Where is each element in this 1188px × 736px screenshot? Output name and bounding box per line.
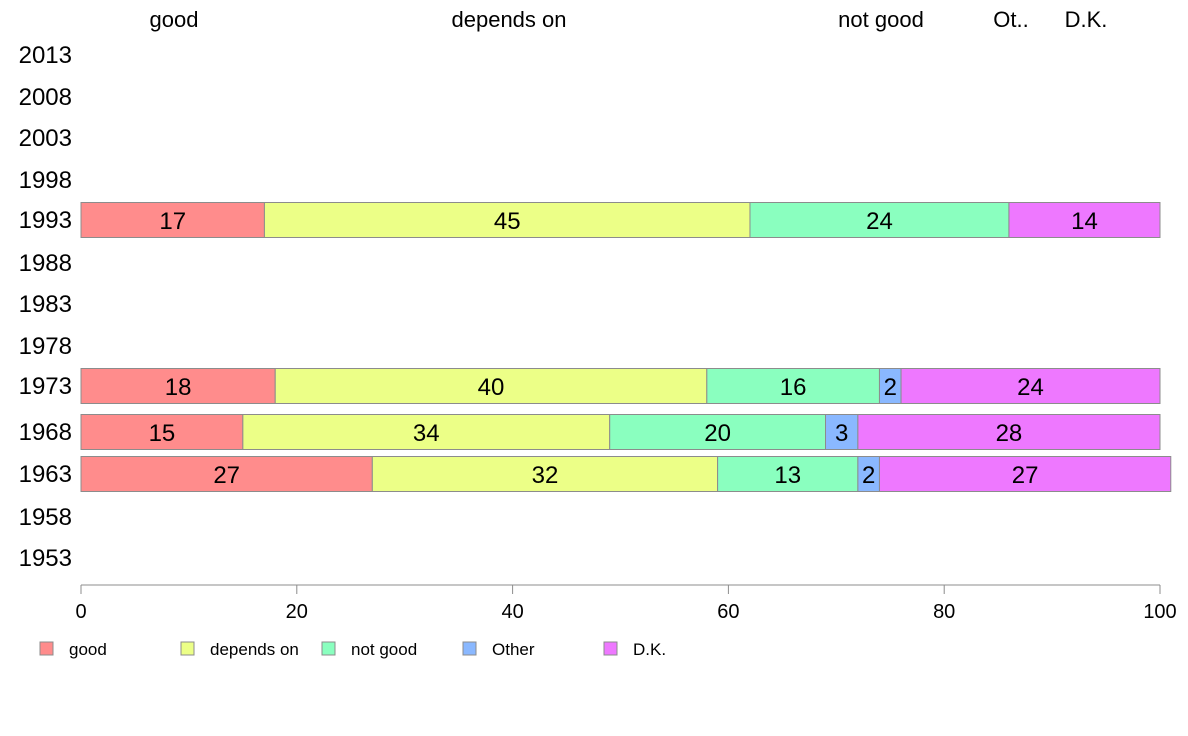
- bar-segment: [242, 414, 611, 450]
- data-label: 13: [774, 462, 801, 489]
- y-tick-label: 2013: [19, 42, 72, 69]
- data-label: 32: [532, 462, 559, 489]
- data-label: 40: [478, 374, 505, 401]
- y-tick-label: 1983: [19, 291, 72, 318]
- bar-segment: [878, 456, 1172, 492]
- data-label: 45: [494, 208, 521, 235]
- data-label: 18: [165, 374, 192, 401]
- top-category-label: not good: [838, 7, 924, 32]
- top-category-label: D.K.: [1065, 7, 1108, 32]
- legend-label: not good: [351, 640, 417, 659]
- y-tick-label: 1968: [19, 419, 72, 446]
- data-label: 24: [866, 208, 893, 235]
- bar-segment: [857, 414, 1161, 450]
- bar-segment: [80, 456, 373, 492]
- y-tick-label: 1953: [19, 545, 72, 572]
- x-tick-label: 40: [501, 601, 523, 623]
- bar-segment: [1008, 202, 1161, 238]
- data-label: 16: [780, 374, 807, 401]
- y-tick-label: 1973: [19, 373, 72, 400]
- y-tick-label: 1958: [19, 504, 72, 531]
- bar-segment: [263, 202, 751, 238]
- data-label: 14: [1071, 208, 1098, 235]
- legend-label: Other: [492, 640, 535, 659]
- legend-label: D.K.: [633, 640, 666, 659]
- y-axis-labels: 2013 2008 2003 1998 1993 1988 1983 1978 1973 1968…: [19, 42, 72, 572]
- legend-swatch: [180, 641, 195, 656]
- data-label: 28: [996, 420, 1023, 447]
- bar-segment: [706, 368, 880, 404]
- legend-swatch: [603, 641, 618, 656]
- data-label: 27: [1012, 462, 1039, 489]
- bar-segment: [274, 368, 708, 404]
- data-label: 2: [862, 462, 875, 489]
- bar-segment: [825, 414, 859, 450]
- data-label: 34: [413, 420, 440, 447]
- data-label: 2: [884, 374, 897, 401]
- x-tick-label: 0: [75, 601, 86, 623]
- x-axis: 0 20 40 60 80 100: [75, 584, 1177, 623]
- y-tick-label: 1988: [19, 250, 72, 277]
- data-label: 27: [213, 462, 240, 489]
- legend-swatch: [321, 641, 336, 656]
- y-tick-label: 1963: [19, 461, 72, 488]
- bar-segment: [80, 414, 244, 450]
- bar-segment: [749, 202, 1010, 238]
- data-label: 15: [149, 420, 176, 447]
- top-labels: good depends on not good Ot.. D.K.: [150, 7, 1108, 32]
- data-label: 20: [704, 420, 731, 447]
- y-tick-label: 1993: [19, 207, 72, 234]
- legend-swatch: [39, 641, 54, 656]
- bar-segment: [371, 456, 719, 492]
- bar-segment: [609, 414, 827, 450]
- y-tick-label: 1998: [19, 167, 72, 194]
- x-tick-label: 100: [1143, 601, 1176, 623]
- data-label: 17: [159, 208, 186, 235]
- bar-segment: [80, 202, 265, 238]
- y-tick-label: 1978: [19, 333, 72, 360]
- top-category-label: good: [150, 7, 199, 32]
- bars: 17 45 24 14 18 40 16 2 24 15 34 20 3 28 27 32 13 2 27: [80, 202, 1172, 492]
- bar-segment: [900, 368, 1161, 404]
- data-label: 3: [835, 420, 848, 447]
- legend-swatch: [462, 641, 477, 656]
- x-tick-label: 80: [933, 601, 955, 623]
- y-tick-label: 2008: [19, 84, 72, 111]
- bar-segment: [717, 456, 859, 492]
- legend: good depends on not good Other D.K.: [39, 640, 666, 659]
- legend-label: good: [69, 640, 107, 659]
- legend-label: depends on: [210, 640, 299, 659]
- y-tick-label: 2003: [19, 125, 72, 152]
- top-category-label: Ot..: [993, 7, 1028, 32]
- x-tick-label: 20: [286, 601, 308, 623]
- bar-segment: [80, 368, 276, 404]
- top-category-label: depends on: [452, 7, 567, 32]
- x-tick-label: 60: [717, 601, 739, 623]
- data-label: 24: [1017, 374, 1044, 401]
